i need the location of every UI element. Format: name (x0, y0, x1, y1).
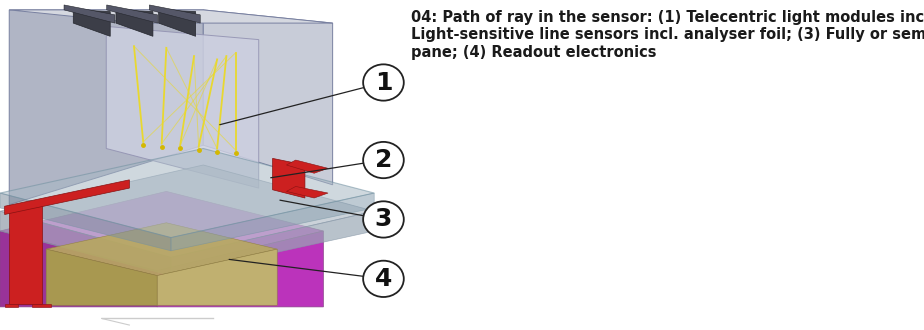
Polygon shape (273, 158, 305, 198)
Polygon shape (107, 5, 157, 23)
Ellipse shape (363, 142, 404, 178)
Text: 1: 1 (375, 71, 392, 94)
Polygon shape (159, 10, 196, 36)
Polygon shape (73, 10, 110, 36)
Polygon shape (9, 10, 203, 205)
Polygon shape (0, 231, 157, 307)
Polygon shape (9, 205, 42, 304)
Ellipse shape (363, 64, 404, 101)
Polygon shape (5, 180, 129, 214)
Polygon shape (46, 249, 157, 305)
Polygon shape (0, 165, 374, 257)
Polygon shape (0, 191, 323, 271)
Polygon shape (9, 10, 333, 23)
Polygon shape (32, 304, 51, 307)
Polygon shape (64, 5, 115, 23)
Ellipse shape (363, 201, 404, 238)
Polygon shape (116, 10, 153, 36)
Text: 4: 4 (375, 267, 392, 291)
Ellipse shape (363, 261, 404, 297)
Polygon shape (0, 193, 171, 251)
Polygon shape (157, 231, 323, 307)
Polygon shape (286, 160, 328, 173)
Polygon shape (203, 10, 333, 185)
Polygon shape (5, 304, 18, 307)
Polygon shape (0, 148, 374, 238)
Polygon shape (171, 211, 374, 276)
Polygon shape (286, 186, 328, 198)
Polygon shape (106, 26, 259, 188)
Polygon shape (171, 193, 374, 251)
Polygon shape (46, 223, 277, 276)
Polygon shape (150, 5, 201, 23)
Text: 04: Path of ray in the sensor: (1) Telecentric light modules incl. polariser foi: 04: Path of ray in the sensor: (1) Telec… (411, 10, 924, 60)
Polygon shape (0, 211, 171, 276)
Text: 3: 3 (375, 208, 392, 231)
Text: 2: 2 (375, 148, 392, 172)
Polygon shape (157, 249, 277, 305)
